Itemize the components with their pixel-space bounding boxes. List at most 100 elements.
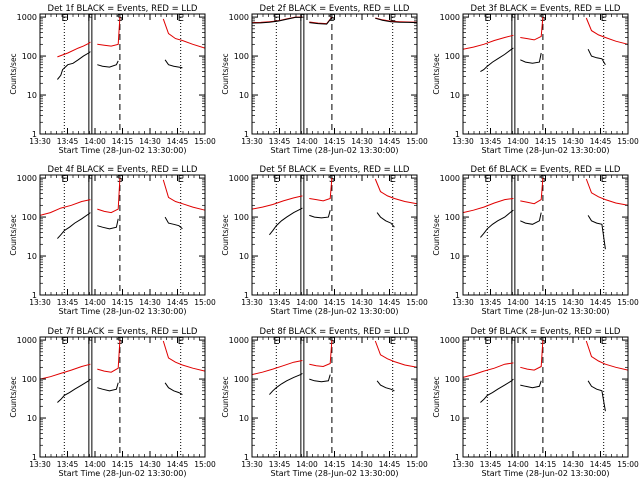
events-series-segment bbox=[520, 212, 542, 225]
marker-label-E: E bbox=[484, 13, 490, 24]
marker-label-E: E bbox=[601, 13, 607, 24]
marker-label-E: E bbox=[390, 13, 396, 24]
marker-label-F: F bbox=[510, 336, 516, 347]
x-tick-label: 14:30 bbox=[562, 298, 584, 307]
y-tick-label: 100 bbox=[445, 213, 460, 222]
x-tick-label: 14:45 bbox=[379, 137, 401, 146]
y-tick-label: 100 bbox=[445, 375, 460, 384]
y-tick-label: 10 bbox=[27, 252, 37, 261]
x-tick-label: 14:00 bbox=[507, 298, 529, 307]
x-tick-label: 14:30 bbox=[139, 298, 161, 307]
y-tick-label: 1 bbox=[244, 453, 249, 462]
x-tick-label: 13:30 bbox=[241, 460, 263, 469]
y-tick-label: 100 bbox=[22, 213, 37, 222]
x-tick-label: 15:00 bbox=[617, 460, 639, 469]
panel-title: Det 6f BLACK = Events, RED = LLD bbox=[471, 165, 621, 175]
y-tick-label: 1 bbox=[32, 291, 37, 300]
events-series-segment bbox=[164, 59, 183, 69]
lld-series-segment bbox=[462, 198, 514, 214]
x-tick-label: 14:30 bbox=[351, 137, 373, 146]
x-tick-label: 14:30 bbox=[562, 460, 584, 469]
x-tick-label: 14:15 bbox=[324, 137, 346, 146]
x-tick-label: 14:45 bbox=[590, 298, 612, 307]
y-tick-label: 10 bbox=[450, 414, 460, 423]
y-tick-label: 100 bbox=[22, 52, 37, 61]
events-series-segment bbox=[480, 378, 514, 403]
marker-label-E: E bbox=[484, 336, 490, 347]
events-series-segment bbox=[57, 51, 91, 80]
y-tick-label: 1 bbox=[32, 130, 37, 139]
lld-series-segment bbox=[97, 17, 121, 47]
panel-title: Det 4f BLACK = Events, RED = LLD bbox=[48, 165, 198, 175]
marker-label-E: E bbox=[390, 174, 396, 185]
x-tick-label: 14:45 bbox=[167, 298, 189, 307]
lld-series-segment bbox=[97, 340, 121, 373]
marker-label-F: F bbox=[299, 336, 305, 347]
x-tick-label: 13:45 bbox=[480, 460, 502, 469]
events-series-segment bbox=[57, 378, 91, 403]
x-tick-label: 15:00 bbox=[406, 460, 428, 469]
events-series-segment bbox=[480, 209, 514, 238]
lld-series-segment bbox=[309, 340, 333, 368]
marker-label-E: E bbox=[601, 336, 607, 347]
x-tick-label: 14:00 bbox=[84, 460, 106, 469]
lld-series-segment bbox=[309, 178, 333, 202]
events-series-segment bbox=[587, 215, 606, 250]
lld-series-segment bbox=[162, 179, 206, 211]
x-tick-label: 14:30 bbox=[351, 460, 373, 469]
x-tick-label: 13:45 bbox=[57, 137, 79, 146]
y-tick-label: 1 bbox=[32, 453, 37, 462]
x-tick-label: 14:00 bbox=[296, 298, 318, 307]
panel-title: Det 7f BLACK = Events, RED = LLD bbox=[48, 327, 198, 337]
x-tick-label: 13:45 bbox=[269, 298, 291, 307]
x-tick-label: 14:15 bbox=[112, 137, 134, 146]
y-tick-label: 1 bbox=[455, 291, 460, 300]
y-tick-label: 1000 bbox=[229, 13, 249, 22]
x-tick-label: 13:45 bbox=[57, 298, 79, 307]
x-tick-label: 14:45 bbox=[590, 137, 612, 146]
x-tick-label: 14:30 bbox=[351, 298, 373, 307]
x-tick-label: 13:30 bbox=[452, 460, 474, 469]
y-axis-label: Counts/sec bbox=[9, 376, 18, 417]
marker-label-F: F bbox=[87, 174, 93, 185]
marker-label-F: F bbox=[299, 174, 305, 185]
events-series-segment bbox=[520, 52, 542, 64]
x-tick-label: 13:45 bbox=[269, 460, 291, 469]
y-tick-label: 100 bbox=[234, 52, 249, 61]
x-tick-label: 14:45 bbox=[167, 137, 189, 146]
marker-label-S: S bbox=[329, 13, 335, 24]
y-tick-label: 10 bbox=[450, 91, 460, 100]
x-tick-label: 15:00 bbox=[617, 137, 639, 146]
panel-title: Det 9f BLACK = Events, RED = LLD bbox=[471, 327, 621, 337]
y-tick-label: 10 bbox=[239, 252, 249, 261]
x-tick-label: 13:45 bbox=[57, 460, 79, 469]
lld-series-segment bbox=[57, 41, 91, 58]
x-tick-label: 15:00 bbox=[194, 137, 216, 146]
x-tick-label: 13:45 bbox=[269, 137, 291, 146]
x-axis-label: Start Time (28-Jun-02 13:30:00) bbox=[59, 469, 187, 478]
lld-series-segment bbox=[162, 340, 206, 372]
lld-series-segment bbox=[374, 178, 418, 205]
x-tick-label: 14:45 bbox=[167, 460, 189, 469]
x-tick-label: 13:30 bbox=[241, 298, 263, 307]
y-tick-label: 1 bbox=[244, 130, 249, 139]
lld-series-segment bbox=[462, 362, 514, 378]
events-series-segment bbox=[97, 382, 119, 392]
x-axis-label: Start Time (28-Jun-02 13:30:00) bbox=[271, 307, 399, 316]
x-tick-label: 15:00 bbox=[194, 298, 216, 307]
events-series-segment bbox=[587, 48, 606, 65]
lld-series-segment bbox=[585, 340, 629, 371]
x-tick-label: 14:15 bbox=[535, 298, 557, 307]
lld-series-segment bbox=[585, 17, 629, 45]
y-tick-label: 10 bbox=[239, 414, 249, 423]
x-axis-label: Start Time (28-Jun-02 13:30:00) bbox=[271, 469, 399, 478]
x-tick-label: 13:30 bbox=[29, 137, 51, 146]
y-tick-label: 1000 bbox=[17, 174, 37, 183]
